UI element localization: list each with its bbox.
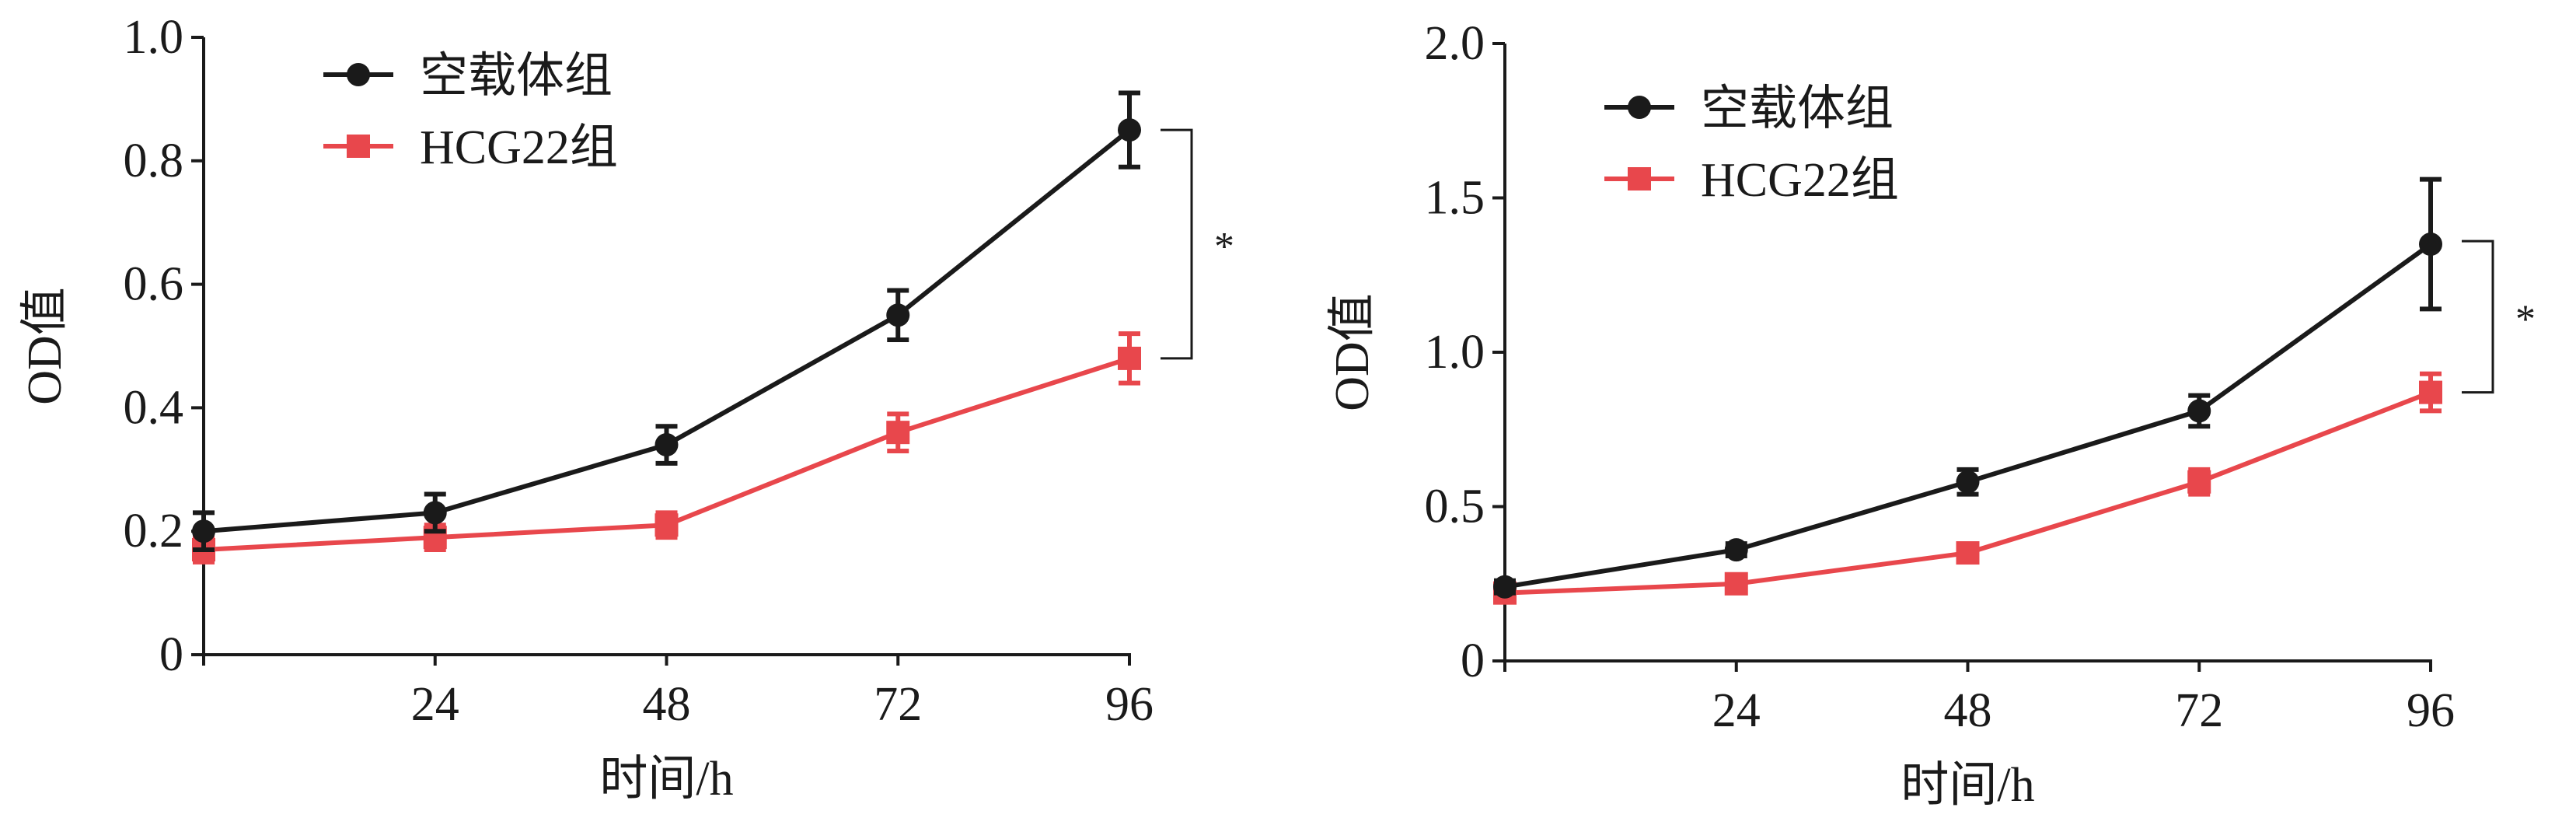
- data-point: [1956, 470, 1980, 494]
- significance-label: *: [2515, 297, 2536, 341]
- data-point: [192, 519, 215, 544]
- significance-bracket: [1161, 128, 1193, 360]
- data-point: [2187, 470, 2211, 494]
- y-tick-label: 0.8: [124, 135, 184, 187]
- data-point: [886, 303, 910, 327]
- series-empty-vector: [192, 90, 1141, 553]
- x-axis-title: 时间/h: [1901, 759, 2034, 812]
- x-tick-label: 72: [874, 678, 922, 731]
- y-tick-label: 1.5: [1425, 172, 1485, 225]
- x-tick-label: 96: [1105, 678, 1154, 731]
- x-tick-label: 24: [411, 678, 459, 731]
- series-line: [203, 128, 1131, 534]
- legend-label: HCG22组: [420, 121, 618, 174]
- y-tick-label: 1.0: [124, 11, 184, 64]
- legend-marker: [347, 135, 370, 158]
- y-tick-label: 0: [1461, 634, 1485, 687]
- data-point: [1956, 541, 1980, 565]
- data-point: [2419, 380, 2442, 404]
- y-axis-title: OD值: [19, 287, 72, 405]
- data-point: [1118, 118, 1141, 142]
- data-point: [2419, 232, 2442, 257]
- y-axis-title: OD值: [1326, 293, 1379, 411]
- significance-label: *: [1214, 225, 1234, 269]
- legend: 空载体组 HCG22组: [1604, 82, 1899, 207]
- data-point: [1493, 575, 1517, 599]
- data-point: [423, 501, 447, 525]
- legend: 空载体组 HCG22组: [323, 50, 618, 174]
- y-tick-label: 2.0: [1425, 17, 1485, 70]
- legend-label: HCG22组: [1701, 154, 1899, 207]
- x-tick-label: 48: [643, 678, 691, 731]
- legend-label: 空载体组: [420, 50, 613, 103]
- legend-marker: [1628, 96, 1651, 119]
- x-tick-label: 96: [2407, 684, 2455, 737]
- data-point: [1724, 572, 1748, 596]
- y-tick-label: 0: [159, 628, 183, 681]
- chart-left: 0 0.2 0.4 0.6 0.8 1.0 24 48 72 96 时间/h OD值 空载体组 HCG22…: [19, 11, 1234, 806]
- y-tick-label: 0.4: [124, 381, 184, 434]
- x-tick-label: 24: [1712, 684, 1761, 737]
- y-tick-label: 0.2: [124, 505, 184, 558]
- legend-label: 空载体组: [1701, 82, 1894, 135]
- y-tick-label: 1.0: [1425, 326, 1485, 379]
- data-point: [1724, 538, 1748, 562]
- series-line: [1504, 242, 2432, 589]
- data-point: [654, 433, 679, 457]
- y-tick-label: 0.5: [1425, 481, 1485, 533]
- data-point: [654, 513, 679, 537]
- series-empty-vector: [1493, 177, 2442, 599]
- x-tick-label: 48: [1944, 684, 1992, 737]
- legend-marker: [1628, 167, 1651, 191]
- data-point: [886, 421, 910, 445]
- data-point: [1118, 346, 1141, 370]
- data-point: [2187, 399, 2211, 423]
- x-axis-title: 时间/h: [599, 753, 733, 806]
- significance-bracket: [2462, 239, 2494, 394]
- chart-right: 0 0.5 1.0 1.5 2.0 24 48 72 96 时间/h OD值 空载体组 HCG22组 *: [1326, 17, 2536, 812]
- legend-marker: [347, 63, 370, 86]
- x-tick-label: 72: [2175, 684, 2223, 737]
- y-tick-label: 0.6: [124, 258, 184, 311]
